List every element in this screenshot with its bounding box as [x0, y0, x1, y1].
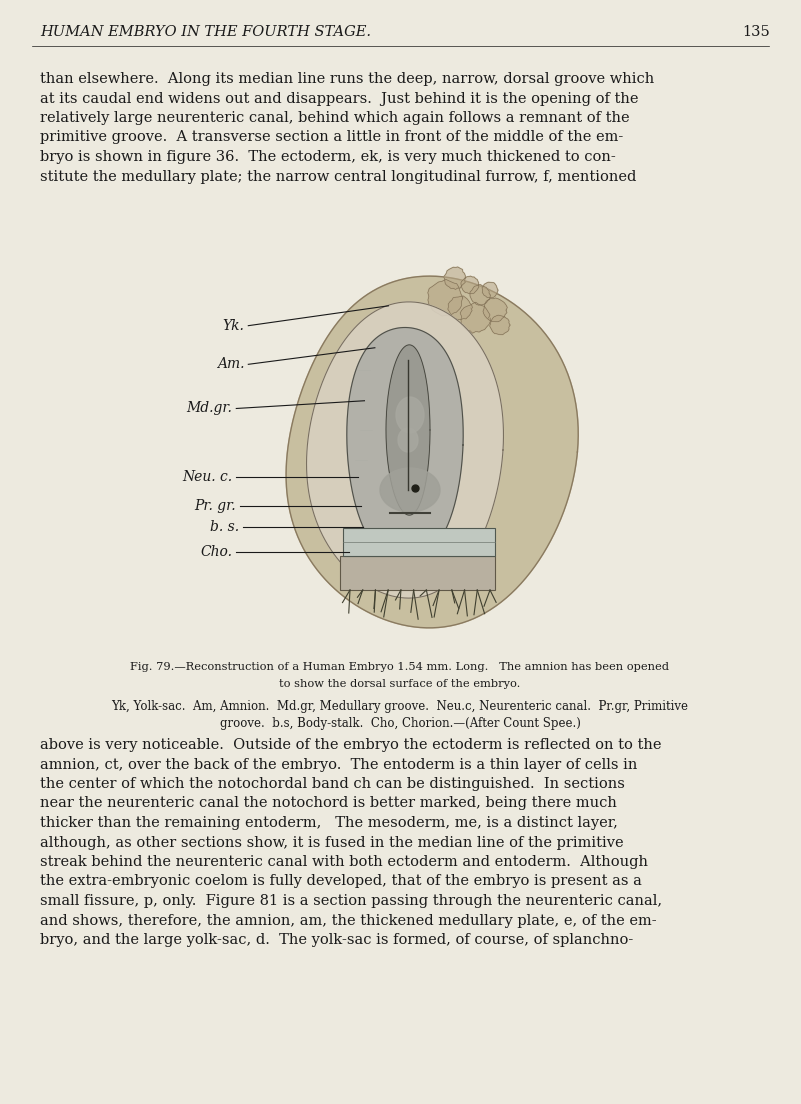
Polygon shape [428, 279, 463, 316]
Text: Fig. 79.—Reconstruction of a Human Embryo 1.54 mm. Long.   The amnion has been o: Fig. 79.—Reconstruction of a Human Embry… [131, 662, 670, 672]
Bar [343, 528, 495, 556]
Polygon shape [461, 302, 490, 333]
Polygon shape [461, 276, 479, 294]
Polygon shape [380, 468, 440, 512]
Text: above is very noticeable.  Outside of the embryo the ectoderm is reflected on to: above is very noticeable. Outside of the… [40, 737, 662, 752]
Text: and shows, therefore, the amnion, am, the thickened medullary plate, e, of the e: and shows, therefore, the amnion, am, th… [40, 913, 657, 927]
Text: Yk, Yolk-sac.  Am, Amnion.  Md.gr, Medullary groove.  Neu.c, Neurenteric canal. : Yk, Yolk-sac. Am, Amnion. Md.gr, Medulla… [111, 700, 689, 713]
Bar [340, 556, 495, 590]
Polygon shape [347, 328, 463, 563]
Text: Cho.: Cho. [200, 545, 232, 559]
Text: amnion, ct, over the back of the embryo.  The entoderm is a thin layer of cells : amnion, ct, over the back of the embryo.… [40, 757, 638, 772]
Polygon shape [386, 344, 430, 516]
Text: bryo is shown in figure 36.  The ectoderm, ek, is very much thickened to con-: bryo is shown in figure 36. The ectoderm… [40, 150, 616, 164]
Text: relatively large neurenteric canal, behind which again follows a remnant of the: relatively large neurenteric canal, behi… [40, 112, 630, 125]
Polygon shape [483, 298, 507, 321]
Text: Yk.: Yk. [223, 319, 244, 332]
Polygon shape [448, 296, 473, 319]
Polygon shape [398, 428, 418, 452]
Polygon shape [307, 301, 504, 598]
Text: Pr. gr.: Pr. gr. [195, 499, 236, 512]
Text: to show the dorsal surface of the embryo.: to show the dorsal surface of the embryo… [280, 679, 521, 689]
Text: b. s.: b. s. [210, 520, 239, 533]
Polygon shape [482, 283, 498, 298]
Text: although, as other sections show, it is fused in the median line of the primitiv: although, as other sections show, it is … [40, 836, 624, 849]
Text: groove.  b.s, Body-stalk.  Cho, Chorion.—(After Count Spee.): groove. b.s, Body-stalk. Cho, Chorion.—(… [219, 716, 581, 730]
Text: 135: 135 [743, 25, 770, 39]
Text: than elsewhere.  Along its median line runs the deep, narrow, dorsal groove whic: than elsewhere. Along its median line ru… [40, 72, 654, 86]
Text: Md.gr.: Md.gr. [187, 402, 232, 415]
Polygon shape [286, 276, 578, 628]
Text: near the neurenteric canal the notochord is better marked, being there much: near the neurenteric canal the notochord… [40, 796, 617, 810]
Text: bryo, and the large yolk-sac, d.  The yolk-sac is formed, of course, of splanchn: bryo, and the large yolk-sac, d. The yol… [40, 933, 634, 947]
Text: primitive groove.  A transverse section a little in front of the middle of the e: primitive groove. A transverse section a… [40, 130, 623, 145]
Text: the center of which the notochordal band ch can be distinguished.  In sections: the center of which the notochordal band… [40, 777, 625, 790]
Polygon shape [470, 285, 490, 305]
Text: thicker than the remaining entoderm,   The mesoderm, me, is a distinct layer,: thicker than the remaining entoderm, The… [40, 816, 618, 830]
Text: Am.: Am. [217, 358, 244, 371]
Polygon shape [444, 267, 465, 289]
Text: at its caudal end widens out and disappears.  Just behind it is the opening of t: at its caudal end widens out and disappe… [40, 92, 638, 106]
Polygon shape [489, 315, 510, 335]
Text: Neu. c.: Neu. c. [182, 470, 232, 484]
Text: streak behind the neurenteric canal with both ectoderm and entoderm.  Although: streak behind the neurenteric canal with… [40, 854, 648, 869]
Text: HUMAN EMBRYO IN THE FOURTH STAGE.: HUMAN EMBRYO IN THE FOURTH STAGE. [40, 25, 371, 39]
Text: stitute the medullary plate; the narrow central longitudinal furrow, f, mentione: stitute the medullary plate; the narrow … [40, 170, 636, 183]
Text: small fissure, p, only.  Figure 81 is a section passing through the neurenteric : small fissure, p, only. Figure 81 is a s… [40, 894, 662, 907]
Polygon shape [396, 397, 424, 433]
Text: the extra-embryonic coelom is fully developed, that of the embryo is present as : the extra-embryonic coelom is fully deve… [40, 874, 642, 889]
